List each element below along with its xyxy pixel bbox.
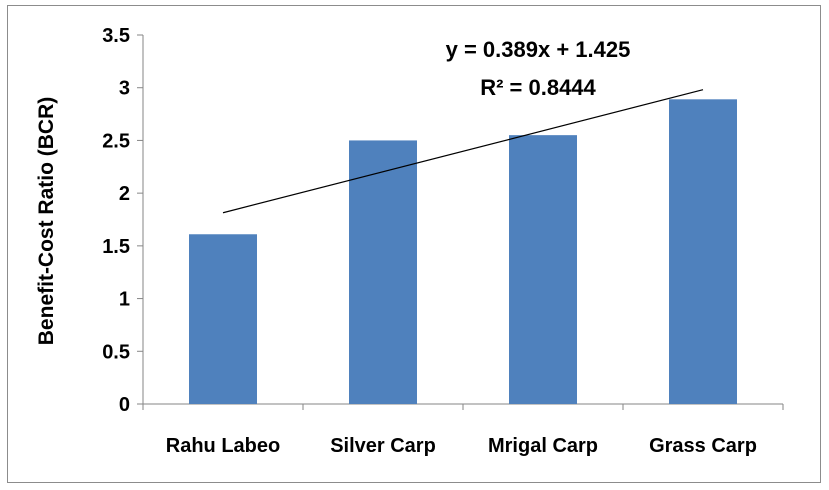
y-tick-label: 1.5 (102, 236, 130, 258)
x-tick-label: Rahu Labeo (166, 435, 280, 457)
y-tick-label: 0 (119, 394, 130, 416)
x-tick-label: Silver Carp (330, 435, 436, 457)
bar (669, 99, 737, 404)
trendline-line (222, 89, 704, 214)
bar (349, 140, 417, 404)
bar (189, 234, 257, 404)
y-tick-label: 3 (119, 78, 130, 100)
y-tick-label: 0.5 (102, 341, 130, 363)
trendline-r2: R² = 0.8444 (480, 75, 596, 100)
trendline (222, 89, 704, 214)
y-tick-label: 1 (119, 289, 130, 311)
y-tick-label: 2 (119, 183, 130, 205)
y-axis-title: Benefit-Cost Ratio (BCR) (35, 97, 58, 345)
x-axis: Rahu Labeo Silver Carp Mrigal Carp Grass Ca… (142, 403, 784, 457)
trendline-equation: y = 0.389x + 1.425 (446, 37, 631, 62)
bars (189, 99, 737, 404)
y-tick-label: 2.5 (102, 130, 130, 152)
x-tick-label: Mrigal Carp (488, 435, 598, 457)
x-tick-label: Grass Carp (649, 435, 757, 457)
y-tick-label: 3.5 (102, 25, 130, 47)
y-axis: 0 0.5 1 1.5 2 2.5 3 3.5 (102, 25, 144, 416)
bar (509, 135, 577, 404)
